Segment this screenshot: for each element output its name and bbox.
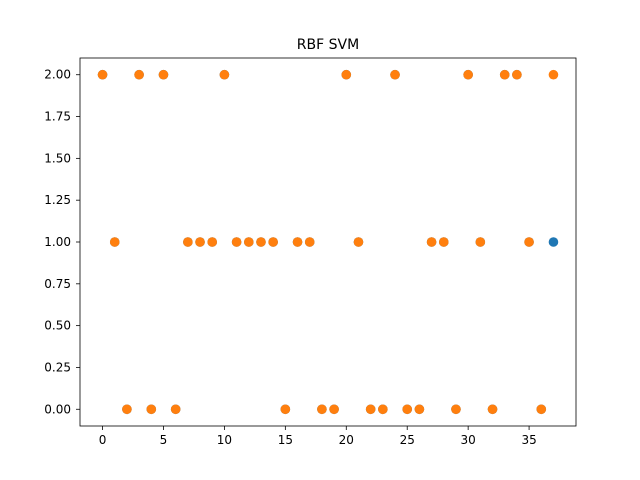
data-point [146,404,157,415]
plot-frame [79,57,577,427]
data-point [487,404,498,415]
data-point [329,404,339,415]
data-point [463,69,473,80]
data-point [414,404,425,415]
y-tick-label: 1.50 [44,151,71,165]
data-point [548,69,559,80]
data-point [158,69,169,80]
data-point [207,237,218,247]
y-tick-label: 1.25 [44,193,71,207]
data-point [183,237,193,247]
x-tick-label: 10 [217,433,232,447]
data-point [341,69,352,80]
data-point [304,237,315,247]
y-tick-label: 1.00 [44,235,71,249]
data-point [317,404,327,415]
y-tick-label: 2.00 [44,68,71,82]
data-point [548,237,559,247]
y-tick-label: 0.75 [44,277,71,291]
data-point [280,404,291,415]
series-1 [97,69,559,415]
x-tick-label: 5 [160,433,168,447]
data-point [195,237,205,247]
data-point [243,237,254,247]
data-point [122,404,132,415]
data-point [378,404,388,415]
data-point [353,237,364,247]
data-point [390,69,400,80]
data-point [475,237,486,247]
data-point [524,237,534,247]
data-point [97,69,108,80]
x-tick-label: 20 [339,433,354,447]
data-point [365,404,376,415]
data-point [426,237,437,247]
data-point [512,69,522,80]
x-axis-ticks: 0 5 10 15 20 25 30 35 [99,426,537,447]
data-point [499,69,510,80]
data-point [109,237,120,247]
plot-area [80,58,576,426]
data-point [536,404,547,415]
x-tick-label: 30 [461,433,476,447]
data-point [219,69,230,80]
data-point [438,237,449,247]
data-point [292,237,303,247]
data-point [451,404,461,415]
data-point [256,237,266,247]
x-tick-label: 15 [278,433,293,447]
data-points [97,69,559,415]
y-tick-label: 0.50 [44,319,71,333]
chart-title: RBF SVM [297,37,359,53]
data-point [231,237,242,247]
y-axis-ticks: 0.00 0.25 0.50 0.75 1.00 1.25 1.50 1.75 2.00 [44,68,80,416]
y-tick-label: 0.25 [44,360,71,374]
x-tick-label: 0 [99,433,107,447]
data-point [268,237,278,247]
data-point [134,69,144,80]
y-tick-label: 0.00 [44,402,71,416]
y-tick-label: 1.75 [44,110,71,124]
x-tick-label: 25 [400,433,415,447]
x-tick-label: 35 [521,433,536,447]
data-point [170,404,181,415]
data-point [402,404,413,415]
